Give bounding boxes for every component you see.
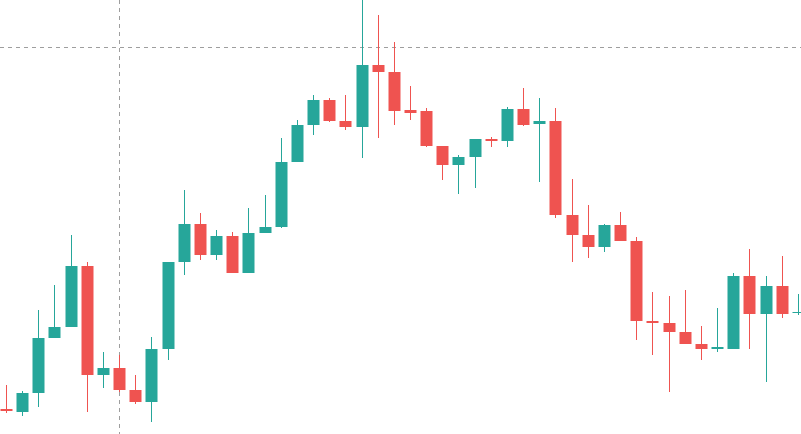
- candle-body: [663, 323, 676, 332]
- candle-body: [194, 224, 207, 255]
- candle-body: [97, 368, 110, 375]
- candle-body: [356, 65, 369, 127]
- candle-body: [323, 100, 336, 121]
- candle-body: [388, 72, 401, 111]
- candle-body: [48, 327, 61, 338]
- candle-body: [16, 393, 29, 412]
- candle-body: [760, 286, 773, 314]
- candle-body: [291, 125, 304, 162]
- candle-body: [404, 110, 417, 113]
- candle-body: [485, 139, 498, 141]
- candle-body: [679, 332, 692, 344]
- candle-body: [711, 347, 724, 349]
- candle-body: [210, 236, 223, 255]
- candle-body: [452, 157, 465, 165]
- candle-body: [275, 162, 288, 227]
- candle-body: [469, 139, 482, 157]
- candle-body: [517, 109, 530, 125]
- candle-body: [32, 338, 45, 393]
- candle-body: [372, 65, 385, 72]
- candle-body: [226, 236, 239, 273]
- candle-body: [81, 266, 94, 375]
- candle-body: [727, 276, 740, 349]
- candle-body: [646, 321, 659, 323]
- candle-body: [436, 146, 449, 165]
- candle-body: [145, 349, 158, 402]
- candle-body: [743, 276, 756, 314]
- candle-body: [598, 225, 611, 247]
- candle-body: [242, 233, 255, 273]
- candle-body: [792, 312, 801, 313]
- candle-body: [630, 241, 643, 321]
- candle-body: [776, 286, 789, 314]
- candle-body: [162, 262, 175, 349]
- candle-body: [549, 121, 562, 215]
- candle-body: [113, 368, 126, 390]
- candle-body: [339, 121, 352, 127]
- candle-body: [65, 266, 78, 327]
- candle-body: [614, 225, 627, 241]
- candle-body: [129, 390, 142, 402]
- candle-body: [259, 227, 272, 233]
- candle-body: [566, 215, 579, 235]
- candle-body: [695, 344, 708, 349]
- candle-body: [0, 409, 13, 411]
- candle-body: [178, 224, 191, 262]
- candle-body: [582, 235, 595, 247]
- candle-body: [533, 121, 546, 124]
- candle-body: [307, 100, 320, 125]
- candle-body: [420, 111, 433, 146]
- candle-body: [501, 109, 514, 141]
